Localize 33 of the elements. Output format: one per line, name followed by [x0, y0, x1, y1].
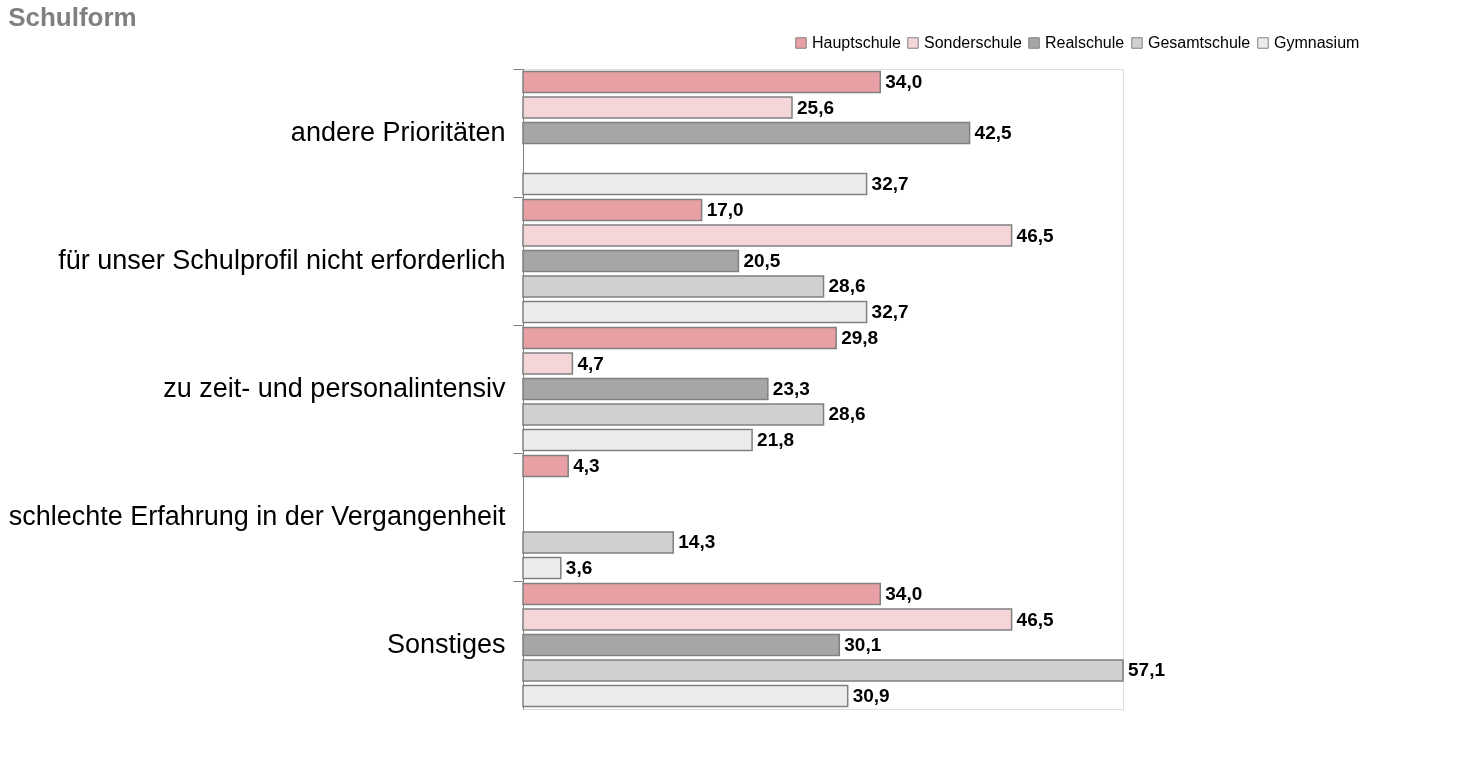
data-label: 34,0	[885, 583, 923, 604]
data-label: 20,5	[743, 250, 781, 271]
data-label: 57,1	[1128, 659, 1166, 681]
data-label: 32,7	[871, 301, 909, 322]
data-label: 42,5	[974, 122, 1012, 143]
legend-label: Gesamtschule	[1148, 34, 1251, 51]
data-label: 34,0	[885, 71, 923, 92]
y-tick-label: für unser Schulprofil nicht erforderlich	[58, 245, 506, 275]
y-tick-label: schlechte Erfahrung in der Vergangenheit	[8, 501, 506, 531]
y-tick-label: Sonstiges	[386, 629, 506, 659]
data-label: 17,0	[706, 199, 744, 220]
data-label: 4,7	[577, 352, 604, 374]
data-label: 4,3	[573, 455, 600, 476]
data-label: 32,7	[871, 173, 909, 194]
data-label: 29,8	[841, 327, 879, 348]
data-label: 30,1	[844, 634, 882, 655]
data-label: 23,3	[772, 378, 810, 399]
y-tick-label: andere Prioritäten	[290, 117, 506, 147]
data-label: 3,6	[565, 557, 593, 578]
legend-label: Realschule	[1045, 34, 1125, 51]
legend-label: Sonderschule	[924, 34, 1022, 51]
data-label: 30,9	[852, 685, 890, 706]
data-label: 14,3	[678, 531, 716, 553]
data-label: 21,8	[757, 429, 795, 450]
text: Schulform	[8, 2, 137, 32]
data-label: 28,6	[828, 275, 866, 297]
data-label: 28,6	[828, 403, 866, 425]
data-label: 46,5	[1016, 608, 1055, 630]
data-label: 46,5	[1016, 224, 1055, 246]
data-label: 25,6	[797, 96, 834, 118]
y-tick-label: zu zeit- und personalintensiv	[163, 373, 506, 403]
legend-label: Gymnasium	[1274, 34, 1360, 51]
legend-label: Hauptschule	[812, 34, 902, 51]
